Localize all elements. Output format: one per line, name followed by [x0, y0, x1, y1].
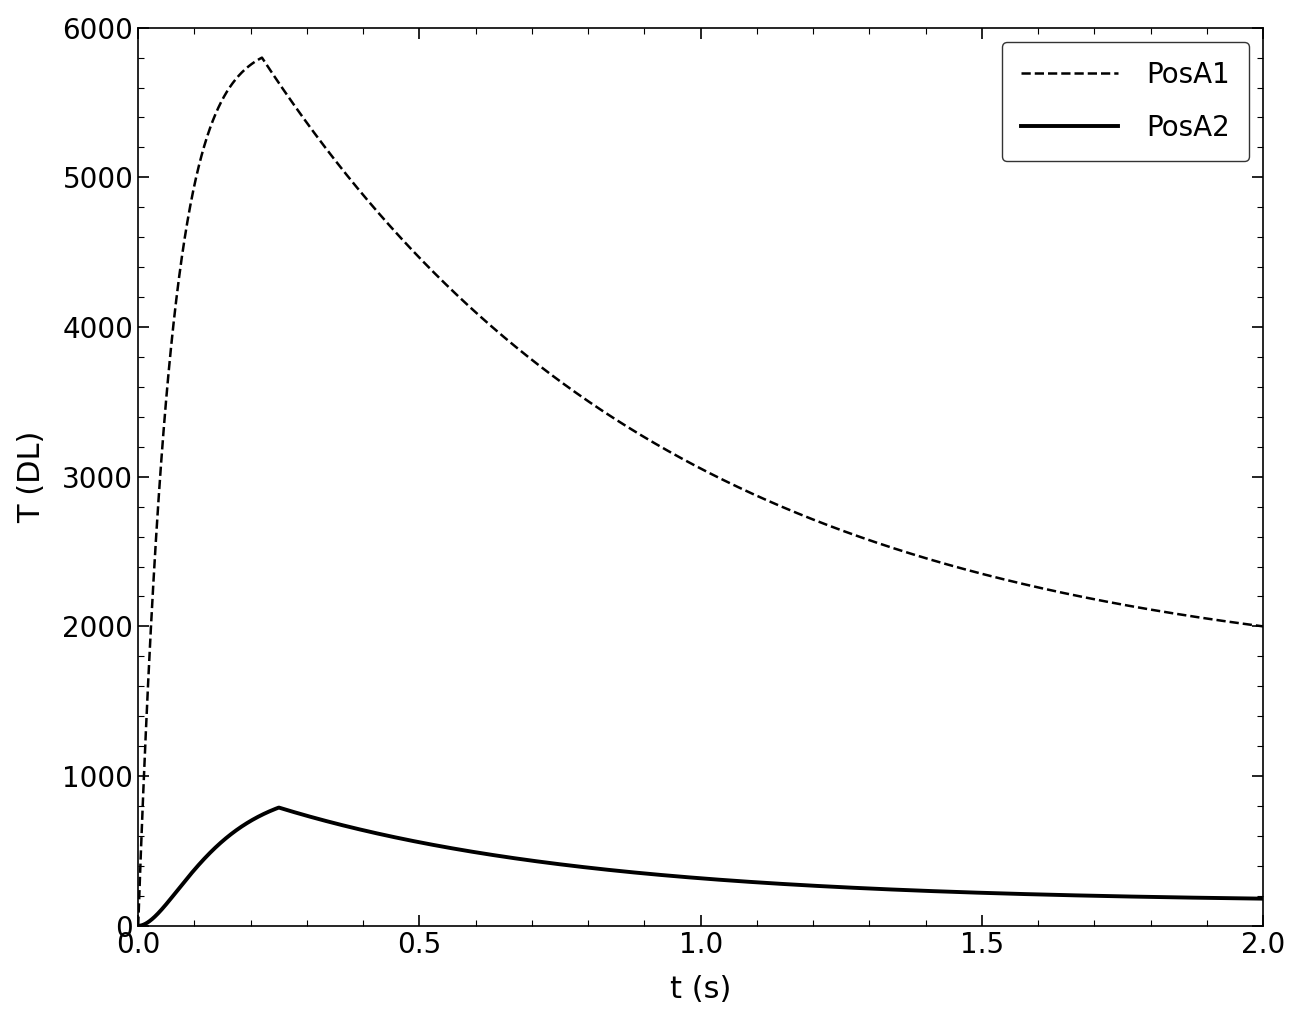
- PosA1: [948, 561, 963, 573]
- PosA1: [603, 410, 618, 423]
- PosA2: [603, 864, 618, 876]
- PosA1: [1221, 616, 1237, 628]
- PosA2: [1255, 892, 1271, 905]
- Y-axis label: T (DL): T (DL): [17, 431, 46, 523]
- PosA2: [1165, 891, 1181, 904]
- PosA1: [254, 51, 270, 63]
- PosA2: [665, 870, 681, 882]
- Line: PosA1: PosA1: [138, 57, 1263, 926]
- PosA1: [1165, 607, 1181, 620]
- PosA2: [612, 865, 628, 877]
- PosA1: [612, 417, 628, 429]
- X-axis label: t (s): t (s): [671, 975, 732, 1005]
- Line: PosA2: PosA2: [138, 808, 1263, 926]
- PosA2: [271, 801, 286, 814]
- PosA2: [130, 920, 146, 932]
- PosA1: [1255, 621, 1271, 633]
- PosA2: [1221, 892, 1237, 905]
- Legend: PosA1, PosA2: PosA1, PosA2: [1001, 42, 1250, 161]
- PosA1: [130, 920, 146, 932]
- PosA2: [948, 886, 963, 898]
- PosA1: [665, 447, 681, 459]
